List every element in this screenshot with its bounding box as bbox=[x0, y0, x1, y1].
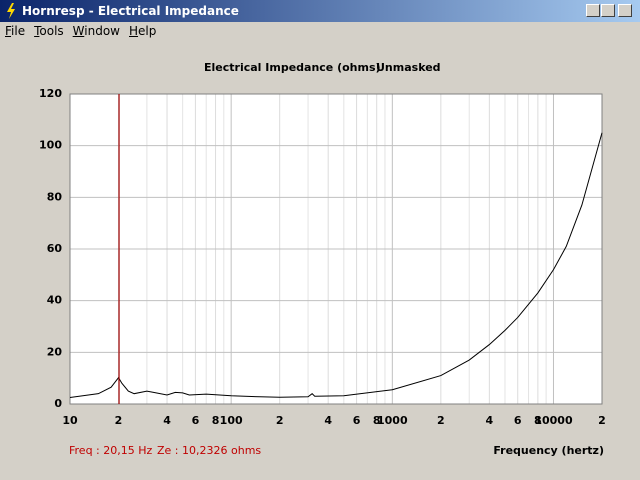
impedance-line bbox=[69, 132, 603, 399]
y-tick-label: 100 bbox=[39, 139, 62, 152]
chart-title: Electrical Impedance (ohms) bbox=[204, 61, 381, 74]
x-tick-label: 4 bbox=[163, 414, 171, 427]
minimize-button[interactable] bbox=[586, 4, 600, 17]
menu-bar: File Tools Window Help bbox=[0, 22, 640, 42]
x-tick-label: 6 bbox=[514, 414, 522, 427]
x-tick-label: 100 bbox=[220, 414, 243, 427]
x-tick-label: 4 bbox=[324, 414, 332, 427]
x-tick-label: 8 bbox=[212, 414, 220, 427]
y-tick-label: 0 bbox=[54, 397, 62, 410]
window-title: Hornresp - Electrical Impedance bbox=[22, 4, 239, 18]
menu-item[interactable]: Window bbox=[72, 24, 120, 38]
chart-subtitle: Unmasked bbox=[376, 61, 441, 74]
plot-border bbox=[69, 93, 603, 405]
x-axis-label: Frequency (hertz) bbox=[493, 444, 604, 457]
y-tick-label: 120 bbox=[39, 87, 62, 100]
menu-item[interactable]: File bbox=[5, 24, 26, 38]
y-tick-label: 80 bbox=[47, 190, 63, 203]
x-tick-label: 6 bbox=[353, 414, 361, 427]
title-bar: Hornresp - Electrical Impedance bbox=[0, 0, 640, 22]
x-tick-label: 2 bbox=[598, 414, 606, 427]
x-tick-label: 8 bbox=[534, 414, 542, 427]
x-tick-label: 2 bbox=[276, 414, 284, 427]
app-icon bbox=[7, 3, 15, 19]
x-tick-label: 6 bbox=[192, 414, 200, 427]
x-tick-label: 1000 bbox=[377, 414, 408, 427]
x-tick-label: 4 bbox=[486, 414, 494, 427]
maximize-button[interactable] bbox=[601, 4, 615, 17]
x-tick-label: 10000 bbox=[534, 414, 573, 427]
menu-item[interactable]: Help bbox=[129, 24, 157, 38]
cursor-freq: Freq : 20,15 Hz bbox=[69, 444, 153, 457]
y-tick-label: 60 bbox=[47, 242, 63, 255]
x-tick-label: 10 bbox=[62, 414, 78, 427]
x-tick-label: 2 bbox=[437, 414, 445, 427]
y-tick-label: 40 bbox=[47, 294, 63, 307]
close-button[interactable] bbox=[618, 4, 632, 17]
x-tick-label: 8 bbox=[373, 414, 381, 427]
menu-item[interactable]: Tools bbox=[34, 24, 64, 38]
y-tick-label: 20 bbox=[47, 345, 63, 358]
cursor-ze: Ze : 10,2326 ohms bbox=[157, 444, 261, 457]
x-tick-label: 2 bbox=[115, 414, 123, 427]
